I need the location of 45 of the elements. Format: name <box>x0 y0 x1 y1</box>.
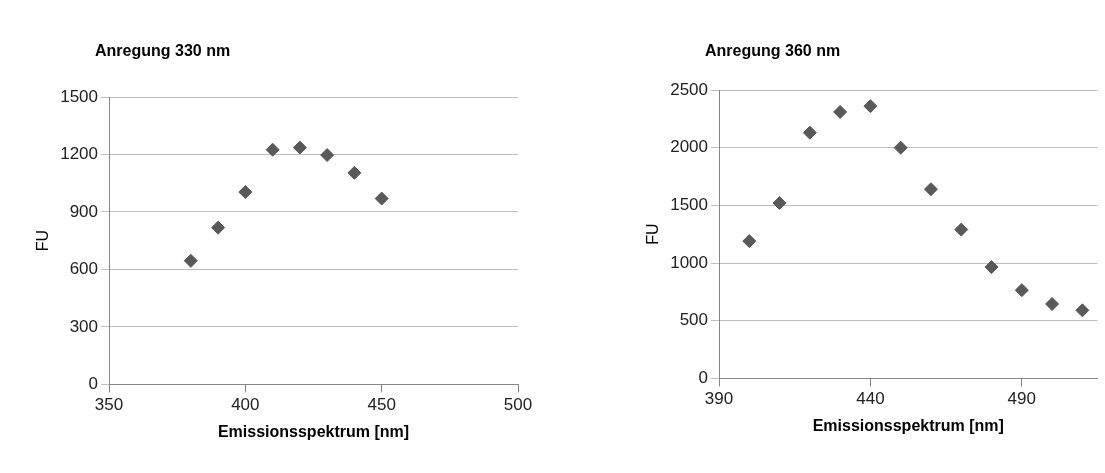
point <box>893 140 908 155</box>
chart-title: Anregung 330 nm <box>95 42 231 60</box>
y-tick-label: 500 <box>679 310 709 330</box>
y-tick-label: 2000 <box>670 137 709 157</box>
point <box>954 222 969 237</box>
y-tick-label: 900 <box>69 201 99 221</box>
chart-title: Anregung 360 nm <box>705 42 841 60</box>
y-tick-label: 1500 <box>670 195 709 215</box>
y-axis-title: FU <box>34 230 52 252</box>
y-tick-label: 1000 <box>670 252 709 272</box>
point <box>374 191 389 206</box>
x-tick-label: 500 <box>503 395 533 415</box>
point <box>984 260 999 275</box>
y-tick-label: 1200 <box>60 144 99 164</box>
point <box>211 220 226 235</box>
y-tick-label: 2500 <box>670 79 709 99</box>
x-tick-label: 440 <box>856 389 885 409</box>
y-tick-label: 0 <box>698 368 709 388</box>
x-tick-label: 390 <box>704 389 734 409</box>
point <box>320 148 335 163</box>
y-tick-label: 600 <box>69 259 99 279</box>
x-tick-label: 450 <box>367 395 396 415</box>
point <box>1045 296 1060 311</box>
x-axis-title: Emissionsspektrum [nm] <box>812 416 1004 434</box>
point <box>742 234 757 249</box>
x-tick-label: 350 <box>94 395 124 415</box>
point <box>802 125 817 140</box>
y-tick-label: 0 <box>88 374 99 394</box>
point <box>772 196 787 211</box>
point <box>923 182 938 197</box>
x-tick-label: 490 <box>1007 389 1036 409</box>
y-tick-label: 300 <box>69 316 99 336</box>
point <box>1014 283 1029 298</box>
point <box>347 165 362 180</box>
y-tick-label: 1500 <box>60 86 99 106</box>
point <box>1075 303 1090 318</box>
x-axis-title: Emissionsspektrum [nm] <box>217 422 410 440</box>
point <box>292 140 307 155</box>
y-axis-title: FU <box>644 223 662 245</box>
point <box>265 142 280 157</box>
point <box>183 253 198 268</box>
point <box>833 104 848 119</box>
point <box>238 185 253 200</box>
x-tick-label: 400 <box>231 395 260 415</box>
point <box>863 99 878 114</box>
